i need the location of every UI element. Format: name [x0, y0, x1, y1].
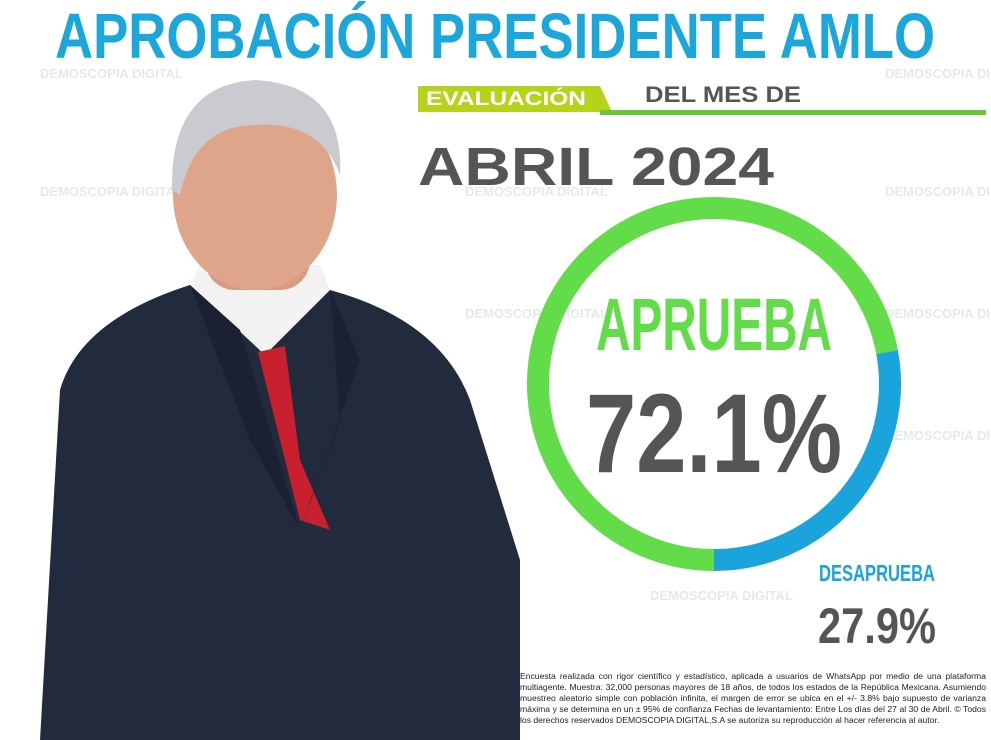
watermark: DEMOSCOPIA DIGITAL — [885, 184, 991, 199]
watermark: DEMOSCOPIA DIGITAL — [465, 306, 608, 321]
watermark: DEMOSCOPIA DIGITAL — [40, 66, 183, 81]
photo — [40, 80, 520, 740]
watermark: DEMOSCOPIA DIGITAL — [40, 184, 183, 199]
watermark: DEMOSCOPIA DIGITAL — [885, 306, 991, 321]
watermark: DEMOSCOPIA DIGITAL — [465, 184, 608, 199]
badge: EVALUACIÓN — [426, 88, 586, 110]
footnote: Encuesta realizada con rigor científico … — [520, 671, 986, 725]
chart-title: APROBACIÓN PRESIDENTE AMLO — [55, 0, 935, 72]
watermarks: DEMOSCOPIA DIGITAL DEMOSCOPIA DIGITAL DE… — [40, 66, 991, 603]
watermark: DEMOSCOPIA DIGITAL — [650, 588, 793, 603]
donut-segment — [527, 197, 898, 571]
period: ABRIL 2024 — [418, 137, 774, 197]
badge-bg — [418, 86, 612, 112]
donut-segment — [713, 350, 901, 571]
value-label: 72.1% — [586, 371, 842, 496]
watermark: DEMOSCOPIA DIGITAL — [885, 428, 991, 443]
category-label: DESAPRUEBA — [819, 560, 935, 586]
subtitle: DEL MES DE — [645, 82, 801, 107]
category-label: APRUEBA — [596, 283, 832, 366]
watermark: DEMOSCOPIA DIGITAL — [885, 66, 991, 81]
value-label: 27.9% — [818, 598, 936, 654]
rule — [600, 110, 986, 115]
